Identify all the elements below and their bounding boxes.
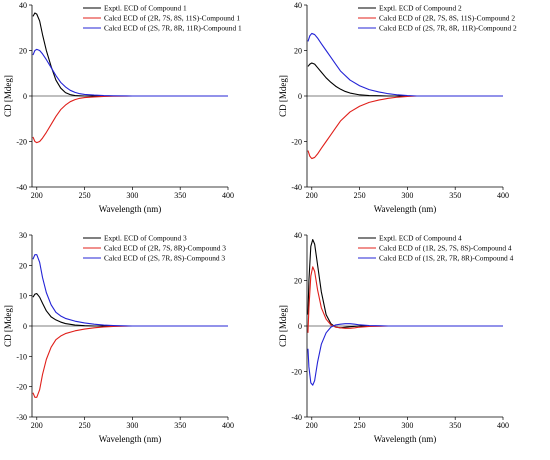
chart-1: 200 250 300 350 400 -40 -20 0 20 40 Wavelength (nm… [3,1,242,214]
x-tick-label: 350 [174,421,186,430]
y-tick-label: 40 [19,1,27,10]
legend-label-3: Calcd ECD of (2S, 7R, 8R, 11R)-Compound … [104,24,242,33]
legend-label-3: Calcd ECD of (1S, 2R, 7R, 8R)-Compound 4 [379,254,514,263]
x-tick-label: 350 [449,421,461,430]
y-tick-label: 40 [294,231,302,240]
y-axis-title: CD [Mdeg] [3,75,13,117]
x-axis-title: Wavelength (nm) [99,434,162,444]
x-tick-label: 300 [126,421,138,430]
x-tick-label: 300 [126,191,138,200]
y-tick-label: -20 [16,383,27,392]
x-tick-label: 250 [354,191,366,200]
y-tick-label: 20 [19,261,27,270]
series-line-2 [307,95,503,160]
series-line-2 [32,325,228,398]
y-tick-label: 20 [19,47,27,56]
x-tick-label: 250 [79,191,91,200]
legend-label-1: Exptl. ECD of Compound 4 [379,234,462,243]
legend-label-3: Calcd ECD of (2S, 7R, 8S)-Compound 3 [104,254,225,263]
series-line-3 [307,32,503,97]
y-tick-label: -40 [291,413,302,422]
x-tick-label: 200 [31,191,43,200]
y-tick-label: -20 [291,368,302,377]
legend-label-3: Calcd ECD of (2S, 7R, 8R, 11R)-Compound … [379,24,517,33]
chart-panel-1: 200 250 300 350 400 -40 -20 0 20 40 Wavelength (nm… [0,0,275,230]
legend-label-1: Exptl. ECD of Compound 2 [379,4,462,13]
legend-label-2: Calcd ECD of (1R, 2S, 7S, 8S)-Compound 4 [379,244,512,253]
legend-label-2: Calcd ECD of (2R, 7S, 8R)-Compound 3 [104,244,226,253]
x-tick-label: 350 [449,191,461,200]
y-tick-label: 10 [19,292,27,301]
y-tick-label: -40 [291,183,302,192]
y-tick-label: 20 [294,277,302,286]
x-axis-title: Wavelength (nm) [374,204,437,214]
chart-2: 200 250 300 350 400 -40 -20 0 20 40 Wavelength (nm… [278,1,517,214]
x-tick-label: 200 [31,421,43,430]
legend-label-2: Calcd ECD of (2R, 7S, 8S, 11S)-Compound … [104,14,240,23]
x-tick-label: 350 [174,191,186,200]
chart-panel-3: 200 250 300 350 400 -30 -20 -10 0 10 20 30 Wavelengt… [0,230,275,460]
x-tick-label: 300 [401,191,413,200]
y-tick-label: 40 [294,1,302,10]
legend-label-2: Calcd ECD of (2R, 7S, 8S, 11S)-Compound … [379,14,515,23]
series-line-3 [307,323,503,386]
chart-panel-4: 200 250 300 350 400 -40 -20 0 20 40 Wavelength (nm… [275,230,550,460]
y-axis-title: CD [Mdeg] [3,305,13,347]
x-tick-label: 250 [79,421,91,430]
x-tick-label: 400 [222,191,234,200]
series-line-3 [32,254,228,327]
y-tick-label: -20 [16,138,27,147]
y-tick-label: 30 [19,231,27,240]
y-tick-label: 0 [23,322,27,331]
chart-4: 200 250 300 350 400 -40 -20 0 20 40 Wavelength (nm… [278,231,514,444]
y-tick-label: -40 [16,183,27,192]
x-tick-label: 400 [222,421,234,430]
series-line-1 [32,292,228,327]
x-tick-label: 300 [401,421,413,430]
y-tick-label: 0 [298,322,302,331]
x-axis-title: Wavelength (nm) [374,434,437,444]
x-tick-label: 200 [306,191,318,200]
series-line-3 [32,48,228,97]
y-tick-label: -20 [291,138,302,147]
legend-label-1: Exptl. ECD of Compound 1 [104,4,187,13]
x-tick-label: 400 [497,421,509,430]
chart-panel-2: 200 250 300 350 400 -40 -20 0 20 40 Wavelength (nm… [275,0,550,230]
legend-label-1: Exptl. ECD of Compound 3 [104,234,187,243]
x-tick-label: 400 [497,191,509,200]
y-tick-label: 0 [23,92,27,101]
y-axis-title: CD [Mdeg] [278,75,288,117]
y-axis-title: CD [Mdeg] [278,305,288,347]
series-line-2 [32,95,228,144]
chart-3: 200 250 300 350 400 -30 -20 -10 0 10 20 30 Wavelengt… [3,231,234,444]
y-tick-label: 20 [294,47,302,56]
x-tick-label: 250 [354,421,366,430]
y-tick-label: 0 [298,92,302,101]
series-line-1 [307,62,503,97]
x-tick-label: 200 [306,421,318,430]
series-line-2 [307,266,503,333]
x-axis-title: Wavelength (nm) [99,204,162,214]
y-tick-label: -10 [16,352,27,361]
y-tick-label: -30 [16,413,27,422]
